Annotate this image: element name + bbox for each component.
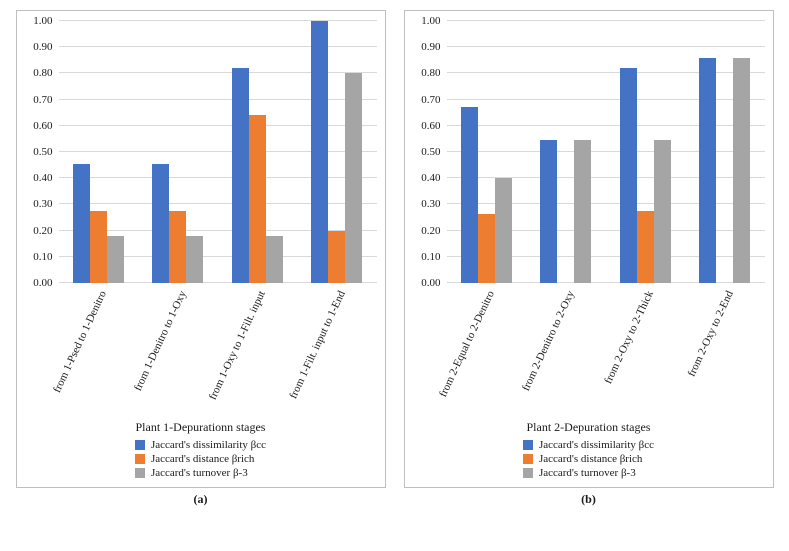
panel-b: 0.00 0.10 0.20 0.30 0.40 0.50 0.60 0.70 0.80 0.90… [404, 10, 774, 488]
panel-a-ytick-label: 0.90 [33, 41, 58, 53]
panel-b-bar-group [526, 21, 606, 283]
panel-a-ytick-label: 0.70 [33, 94, 58, 106]
panel-a-ytick-label: 0.10 [33, 251, 58, 263]
panel-b-legend-label: Jaccard's dissimilarity βcc [539, 439, 654, 451]
panel-b-xlabel: from 2-Oxy to 2-Thick [603, 289, 657, 386]
panel-b-ytick-label: 0.50 [421, 146, 446, 158]
panel-b-axis-title: Plant 2-Depuration stages [405, 420, 773, 435]
panel-a-wrapper: 0.00 0.10 0.20 0.30 0.40 0.50 0.60 0.70 0.80 0.90… [16, 10, 386, 507]
panel-b-bar [478, 214, 495, 283]
panel-b-legend-swatch [523, 468, 533, 478]
panel-b-xlabels: from 2-Equal to 2-Denitrofrom 2-Denitro … [447, 283, 765, 418]
panel-a-ytick-label: 0.30 [33, 198, 58, 210]
panel-b-xlabel: from 2-Oxy to 2-End [685, 289, 735, 379]
panel-b-ytick-label: 0.20 [421, 225, 446, 237]
panel-b-ytick-label: 0.00 [421, 277, 446, 289]
panel-b-plot-outer: 0.000.100.200.300.400.500.600.700.800.90… [405, 11, 773, 283]
panel-a-ytick-label: 0.50 [33, 146, 58, 158]
panel-b-bar-groups [447, 21, 765, 283]
panel-a-bar-group [138, 21, 218, 283]
panel-b-ytick-label: 0.40 [421, 172, 446, 184]
panel-b-bar [540, 140, 557, 283]
panel-b-legend-label: Jaccard's turnover β-3 [539, 467, 636, 479]
panel-b-bar-group [685, 21, 765, 283]
panel-b-plot-area: 0.000.100.200.300.400.500.600.700.800.90… [447, 21, 765, 283]
panel-b-bar [620, 68, 637, 283]
panel-b-bar-group [447, 21, 527, 283]
panel-a-xlabel: from 1-Denitro to 1-Oxy [132, 289, 189, 393]
panel-b-legend-item: Jaccard's turnover β-3 [523, 467, 636, 479]
panel-a-bar [73, 164, 90, 283]
panel-b-xlabel: from 2-Equal to 2-Denitro [437, 289, 497, 399]
panel-b-legend-swatch [523, 440, 533, 450]
panel-a-legend-swatch [135, 440, 145, 450]
panel-a-bar [232, 68, 249, 283]
panel-a-bar [152, 164, 169, 283]
panel-b-legend-item: Jaccard's distance βrich [523, 453, 642, 465]
panel-b-ytick-label: 0.60 [421, 120, 446, 132]
panel-a-legend-swatch [135, 454, 145, 464]
panel-b-bar [461, 107, 478, 283]
panel-a-ytick-label: 0.00 [33, 277, 58, 289]
panel-b-bar [733, 58, 750, 283]
panel-a-bar-group [218, 21, 298, 283]
panel-a-bar [249, 115, 266, 283]
panel-a-legend-item: Jaccard's turnover β-3 [135, 467, 248, 479]
panel-a-subcaption: (a) [16, 492, 386, 507]
panel-b-legend-label: Jaccard's distance βrich [539, 453, 642, 465]
panel-a-legend-label: Jaccard's dissimilarity βcc [151, 439, 266, 451]
panel-b-ytick-label: 0.10 [421, 251, 446, 263]
panel-a-axis-title: Plant 1-Depurationn stages [17, 420, 385, 435]
panel-a-xlabel: from 1-Psed to 1-Denitro [51, 289, 109, 395]
panel-a-ytick-label: 0.80 [33, 67, 58, 79]
panel-a-bar [90, 211, 107, 283]
panel-a-bar-group [59, 21, 139, 283]
panel-b-bar [637, 211, 654, 283]
panel-a-bar [266, 236, 283, 283]
panel-a-bar [169, 211, 186, 283]
panel-b-legend-item: Jaccard's dissimilarity βcc [523, 439, 654, 451]
panel-b-legend-swatch [523, 454, 533, 464]
panel-a-bar [107, 236, 124, 283]
panel-b-bar [574, 140, 591, 283]
panel-a-bar [186, 236, 203, 283]
panel-b-ytick-label: 0.90 [421, 41, 446, 53]
panel-a-bar-group [297, 21, 377, 283]
panel-a-legend-item: Jaccard's distance βrich [135, 453, 254, 465]
panel-a-ytick-label: 1.00 [33, 15, 58, 27]
panel-b-bar-group [606, 21, 686, 283]
panel-b-bar [699, 58, 716, 283]
panel-a-legend-swatch [135, 468, 145, 478]
panel-b-ytick-label: 1.00 [421, 15, 446, 27]
panel-b-ytick-label: 0.70 [421, 94, 446, 106]
panel-a-plot-area: 0.000.100.200.300.400.500.600.700.800.90… [59, 21, 377, 283]
panel-a-legend-label: Jaccard's turnover β-3 [151, 467, 248, 479]
panel-a-plot-outer: 0.000.100.200.300.400.500.600.700.800.90… [17, 11, 385, 283]
panel-a-xlabels: from 1-Psed to 1-Denitrofrom 1-Denitro t… [59, 283, 377, 418]
panel-a-ytick-label: 0.40 [33, 172, 58, 184]
panel-a-bar [311, 21, 328, 283]
panel-b-xlabel: from 2-Denitro to 2-Oxy [520, 289, 577, 393]
panel-a-xlabel: from 1-Oxy to 1-Filt. input [207, 289, 268, 402]
panel-a-bar [328, 231, 345, 283]
panel-a-legend-label: Jaccard's distance βrich [151, 453, 254, 465]
panel-a-xlabel: from 1-Filt. input to 1-End [287, 289, 348, 401]
panel-b-ytick-label: 0.30 [421, 198, 446, 210]
panel-a-ytick-label: 0.60 [33, 120, 58, 132]
panel-a: 0.00 0.10 0.20 0.30 0.40 0.50 0.60 0.70 0.80 0.90… [16, 10, 386, 488]
panel-b-bar [495, 178, 512, 283]
panel-b-subcaption: (b) [404, 492, 774, 507]
panel-a-bar [345, 73, 362, 283]
panel-a-legend-item: Jaccard's dissimilarity βcc [135, 439, 266, 451]
panel-b-wrapper: 0.00 0.10 0.20 0.30 0.40 0.50 0.60 0.70 0.80 0.90… [404, 10, 774, 507]
panel-b-bar [654, 140, 671, 283]
panel-b-legend: Jaccard's dissimilarity βcc Jaccard's dis… [523, 439, 654, 479]
figure: 0.00 0.10 0.20 0.30 0.40 0.50 0.60 0.70 0.80 0.90… [10, 10, 779, 507]
panel-a-legend: Jaccard's dissimilarity βcc Jaccard's dis… [135, 439, 266, 479]
panel-b-ytick-label: 0.80 [421, 67, 446, 79]
panel-a-bar-groups [59, 21, 377, 283]
panel-a-ytick-label: 0.20 [33, 225, 58, 237]
